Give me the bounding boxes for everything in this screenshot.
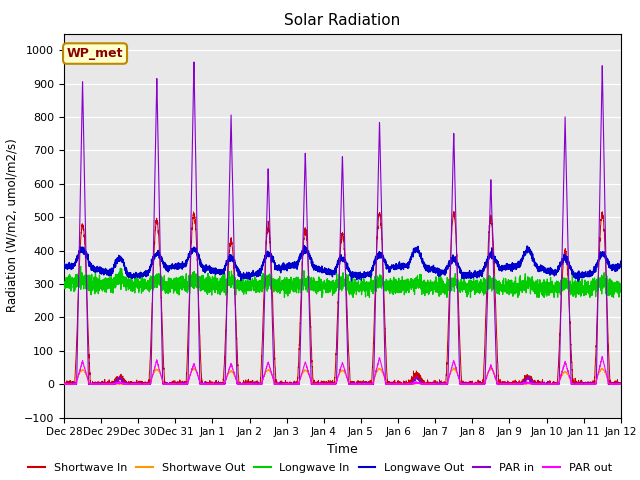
Title: Solar Radiation: Solar Radiation: [284, 13, 401, 28]
Text: WP_met: WP_met: [67, 47, 124, 60]
X-axis label: Time: Time: [327, 443, 358, 456]
Y-axis label: Radiation (W/m2, umol/m2/s): Radiation (W/m2, umol/m2/s): [5, 139, 19, 312]
Legend: Shortwave In, Shortwave Out, Longwave In, Longwave Out, PAR in, PAR out: Shortwave In, Shortwave Out, Longwave In…: [24, 459, 616, 478]
